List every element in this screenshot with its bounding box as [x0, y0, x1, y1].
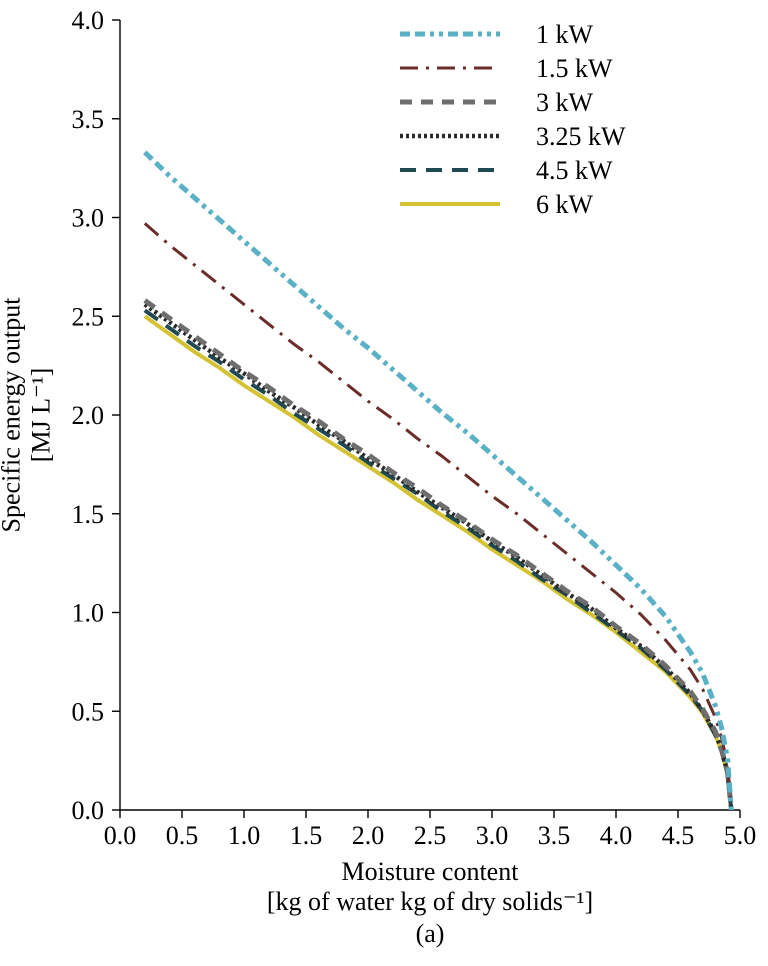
x-tick-label: 1.5 [290, 821, 323, 850]
x-tick-label: 0.5 [166, 821, 199, 850]
legend-label: 3 kW [536, 88, 594, 117]
chart-container: 0.0 0.5 1.0 1.5 2.0 2.5 3.0 3.5 4.0 4.5 5.0 0.0 0.5 1… [0, 0, 768, 966]
x-tick-label: 4.5 [662, 821, 695, 850]
y-tick-label: 2.5 [72, 302, 105, 331]
y-tick-label: 4.0 [72, 6, 105, 35]
y-tick-label: 3.5 [72, 105, 105, 134]
x-tick-label: 3.0 [476, 821, 509, 850]
legend-label: 1 kW [536, 20, 594, 49]
x-tick-label: 4.0 [600, 821, 633, 850]
x-tick-label: 2.0 [352, 821, 385, 850]
legend-label: 6 kW [536, 190, 594, 219]
x-tick-label: 0.0 [104, 821, 137, 850]
legend-label: 3.25 kW [536, 122, 626, 151]
legend-label: 1.5 kW [536, 54, 613, 83]
subcaption-label: (a) [416, 919, 445, 948]
y-tick-label: 1.5 [72, 500, 105, 529]
x-tick-label: 5.0 [724, 821, 757, 850]
y-tick-label: 3.0 [72, 204, 105, 233]
legend-label: 4.5 kW [536, 156, 613, 185]
y-tick-label: 1.0 [72, 599, 105, 628]
x-tick-label: 2.5 [414, 821, 447, 850]
y-tick-label: 0.0 [72, 796, 105, 825]
y-tick-label: 2.0 [72, 401, 105, 430]
y-tick-label: 0.5 [72, 697, 105, 726]
chart-svg: 0.0 0.5 1.0 1.5 2.0 2.5 3.0 3.5 4.0 4.5 5.0 0.0 0.5 1… [0, 0, 768, 966]
x-tick-label: 1.0 [228, 821, 261, 850]
x-tick-label: 3.5 [538, 821, 571, 850]
